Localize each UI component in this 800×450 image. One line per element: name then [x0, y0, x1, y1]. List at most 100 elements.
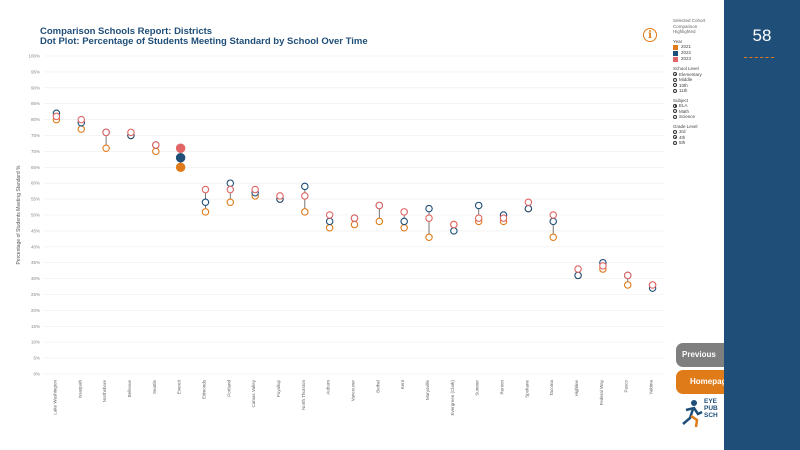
data-point-2023 — [400, 208, 408, 216]
radio-10th[interactable]: 10th — [673, 83, 723, 89]
report-title: Comparison Schools Report: Districts — [40, 26, 213, 37]
x-tick-label: Camas Valley — [251, 379, 256, 407]
legend-item-2023[interactable]: 2023 — [673, 56, 723, 62]
y-tick-label: 45% — [31, 228, 40, 233]
radio-button[interactable] — [673, 72, 677, 77]
radio-middle[interactable]: Middle — [673, 77, 723, 83]
data-point-2021 — [152, 147, 160, 156]
y-tick-label: 0% — [33, 372, 40, 377]
comparison-label: Comparison — [673, 23, 698, 29]
x-tick-label: Yakima — [649, 380, 654, 395]
legend-item-2021[interactable]: 2021 — [673, 44, 723, 50]
legend-item-2022[interactable]: 2022 — [673, 50, 723, 56]
data-point-2021 — [623, 281, 632, 289]
radio-ela[interactable]: ELA — [673, 103, 723, 109]
grade-filter: Grade Level 3rd 4th 5th — [673, 124, 723, 146]
data-point-2023 — [499, 214, 508, 222]
logo-text: EYE PUB SCH — [704, 398, 718, 419]
data-point-2023 — [623, 271, 632, 280]
x-tick-label: Lake Washington — [52, 380, 57, 415]
data-point-2021 — [175, 162, 186, 173]
legend-label: 2021 — [681, 44, 692, 50]
radio-math[interactable]: Math — [673, 109, 723, 115]
info-icon[interactable]: i — [643, 28, 657, 42]
data-point-2021 — [325, 223, 334, 232]
y-tick-label: 65% — [31, 165, 40, 170]
data-point-2021 — [226, 198, 235, 207]
radio-button[interactable] — [673, 129, 677, 134]
y-tick-label: 25% — [31, 292, 40, 297]
x-tick-label: Issaquah — [77, 380, 82, 399]
x-tick-label: Tacoma — [549, 380, 554, 396]
radio-label: Middle — [679, 77, 693, 82]
subject-filter: Subject ELA Math Science — [673, 98, 723, 120]
data-point-2022 — [400, 217, 408, 226]
data-point-2021 — [102, 144, 110, 152]
data-point-2023 — [350, 214, 359, 222]
y-tick-label: 80% — [31, 117, 40, 122]
radio-science[interactable]: Science — [673, 114, 723, 120]
data-point-2023 — [201, 185, 210, 194]
radio-button[interactable] — [673, 109, 677, 114]
data-point-2022 — [574, 271, 582, 280]
radio-label: 4th — [679, 134, 686, 140]
data-point-2023 — [276, 192, 284, 200]
radio-11th[interactable]: 11th — [673, 88, 723, 94]
data-point-2023 — [175, 143, 186, 153]
x-tick-label: Edmonds — [201, 379, 206, 399]
data-point-2023 — [450, 220, 458, 229]
data-point-2022 — [450, 227, 458, 235]
data-point-2023 — [574, 265, 582, 273]
data-point-2021 — [201, 208, 210, 216]
data-point-2021 — [77, 125, 86, 133]
data-point-2023 — [524, 198, 533, 207]
x-tick-label: Marysville — [425, 380, 430, 400]
y-tick-label: 85% — [31, 101, 40, 106]
previous-button[interactable]: Previous — [676, 343, 724, 367]
x-tick-label: Puyallup — [276, 380, 281, 398]
year-legend: Year 2021 2022 2023 — [673, 39, 723, 63]
y-tick-label: 40% — [31, 244, 40, 249]
radio-button[interactable] — [673, 135, 677, 140]
radio-button[interactable] — [673, 103, 677, 108]
x-tick-label: Federal Way — [599, 379, 604, 405]
y-tick-label: 10% — [31, 340, 40, 345]
x-tick-label: Bethel — [375, 380, 380, 393]
radio-label: 11th — [679, 88, 688, 93]
homepage-button[interactable]: Homepage — [676, 370, 724, 394]
radio-label: Math — [679, 108, 690, 114]
data-point-2022 — [301, 182, 309, 191]
radio-button[interactable] — [673, 88, 677, 93]
filter-panel: Selected Cohort Comparison Highlighted Y… — [673, 18, 723, 146]
data-point-2023 — [599, 262, 607, 270]
x-tick-label: Evergreen (Clark) — [450, 380, 455, 416]
x-tick-label: Sumner — [475, 380, 480, 396]
page-number: 58 — [752, 26, 772, 45]
data-point-2022 — [524, 204, 533, 213]
radio-3rd[interactable]: 3rd — [673, 129, 723, 135]
radio-label: ELA — [679, 103, 688, 108]
radio-label: Science — [679, 114, 696, 119]
data-point-2021 — [301, 208, 309, 216]
radio-label: 3rd — [679, 129, 686, 134]
y-tick-label: 5% — [33, 356, 40, 361]
data-point-2023 — [549, 211, 557, 219]
dot-plot-chart: 0% 5% 10% 15% 20% 25% 30% 35% 40% 45% 50% 55% 60% 65%… — [16, 54, 665, 416]
y-tick-label: 60% — [31, 181, 40, 186]
radio-4th[interactable]: 4th — [673, 135, 723, 141]
radio-button[interactable] — [673, 77, 677, 82]
highlighted-label: Highlighted — [673, 29, 696, 34]
data-point-2023 — [77, 115, 86, 124]
radio-label: 5th — [679, 140, 686, 145]
radio-button[interactable] — [673, 114, 677, 119]
data-point-2023 — [425, 214, 433, 222]
x-tick-label: Portland — [226, 380, 231, 397]
y-tick-label: 100% — [28, 54, 40, 59]
radio-button[interactable] — [673, 83, 677, 88]
radio-5th[interactable]: 5th — [673, 140, 723, 146]
grade-title: Grade Level — [673, 123, 698, 129]
radio-elementary[interactable]: Elementary — [673, 72, 723, 78]
y-axis-label: Percentage of Students Meeting Standard … — [16, 165, 22, 265]
radio-button[interactable] — [673, 140, 677, 145]
y-tick-label: 15% — [31, 324, 40, 329]
